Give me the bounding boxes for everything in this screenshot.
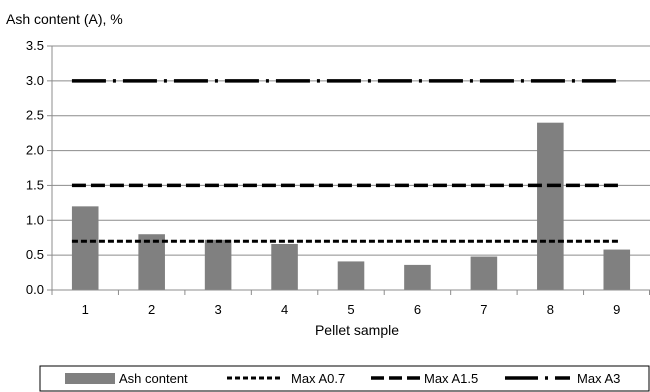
legend-label-max-a3: Max A3 xyxy=(577,371,620,386)
y-tick-label: 2.0 xyxy=(26,143,44,158)
x-tick-labels: 1 2 3 4 5 6 7 8 9 xyxy=(82,302,621,317)
x-tick-label: 1 xyxy=(82,302,89,317)
legend-label-max-a15: Max A1.5 xyxy=(424,371,478,386)
bar xyxy=(404,264,431,290)
y-tick-labels: 0.0 0.5 1.0 1.5 2.0 2.5 3.0 3.5 xyxy=(26,38,44,297)
x-tick-label: 6 xyxy=(414,302,421,317)
x-axis-title: Pellet sample xyxy=(315,322,399,338)
bar xyxy=(138,234,165,290)
bar xyxy=(470,256,498,290)
x-tick-label: 8 xyxy=(547,302,554,317)
y-tick-label: 3.0 xyxy=(26,73,44,88)
y-tick-label: 0.5 xyxy=(26,247,44,262)
x-tick-label: 5 xyxy=(347,302,354,317)
legend-label-max-a07: Max A0.7 xyxy=(291,371,345,386)
bar xyxy=(337,261,365,290)
bar xyxy=(71,206,99,290)
x-tick-label: 9 xyxy=(613,302,620,317)
y-tick-label: 3.5 xyxy=(26,38,44,53)
y-tick-label: 1.5 xyxy=(26,177,44,192)
axes xyxy=(47,45,650,295)
x-tick-label: 2 xyxy=(148,302,155,317)
legend-label-ash-content: Ash content xyxy=(119,371,188,386)
y-tick-label: 2.5 xyxy=(26,108,44,123)
legend: Ash content Max A0.7 Max A1.5 Max A3 xyxy=(39,365,650,392)
bar xyxy=(204,239,232,290)
bar xyxy=(271,243,298,290)
x-tick-label: 3 xyxy=(214,302,221,317)
bars xyxy=(71,122,631,290)
x-tick-label: 7 xyxy=(480,302,487,317)
bar xyxy=(603,249,631,290)
limit-lines xyxy=(71,79,620,243)
bar xyxy=(537,122,564,290)
x-tick-label: 4 xyxy=(281,302,288,317)
legend-swatch-ash-content xyxy=(65,373,115,384)
y-tick-label: 1.0 xyxy=(26,212,44,227)
y-tick-label: 0.0 xyxy=(26,282,44,297)
y-axis-title: Ash content (A), % xyxy=(6,11,123,27)
